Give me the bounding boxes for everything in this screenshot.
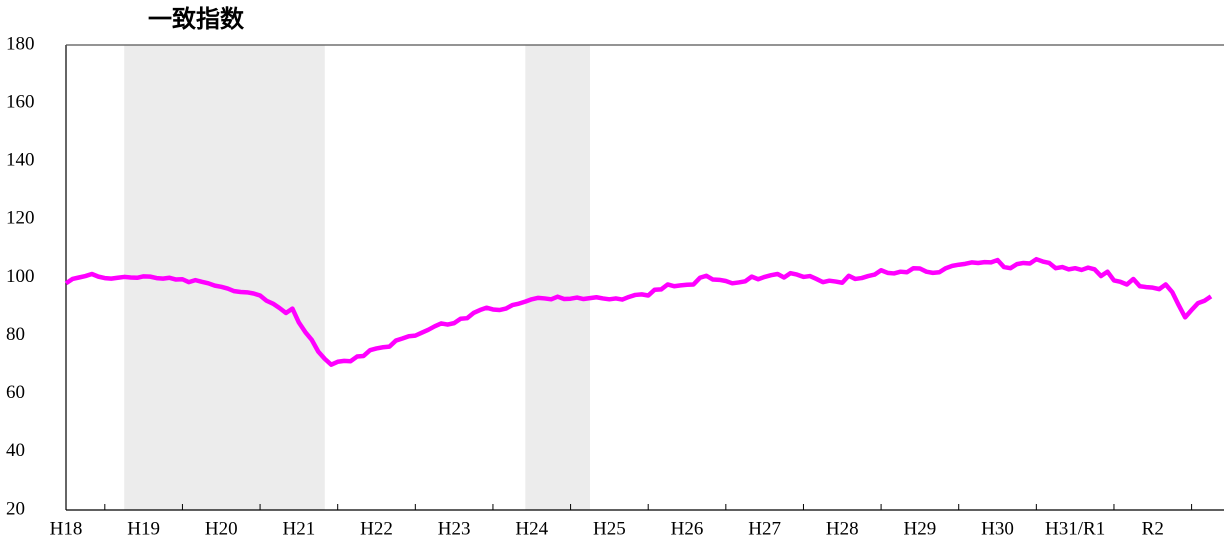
- x-tick-label: H21: [283, 518, 316, 539]
- x-tick-label: H30: [981, 518, 1014, 539]
- x-tick-label: H19: [127, 518, 160, 539]
- x-tick-label: H23: [438, 518, 471, 539]
- y-tick-label: 100: [6, 266, 35, 287]
- index-line: [64, 256, 1213, 367]
- x-tick-label: H27: [748, 518, 781, 539]
- x-tick-label: H31/R1: [1045, 518, 1105, 539]
- x-tick-label: H22: [360, 518, 393, 539]
- x-tick-label: H25: [593, 518, 626, 539]
- x-tick-label: H20: [205, 518, 238, 539]
- x-tick-label: R2: [1142, 518, 1164, 539]
- y-tick-label: 60: [6, 382, 25, 403]
- y-tick-label: 180: [6, 33, 35, 54]
- y-tick-label: 120: [6, 208, 35, 229]
- x-tick-label: H28: [826, 518, 859, 539]
- x-tick-label: H18: [50, 518, 83, 539]
- y-tick-label: 20: [6, 498, 25, 519]
- x-tick-label: H24: [515, 518, 548, 539]
- y-tick-label: 160: [6, 91, 35, 112]
- x-tick-label: H29: [904, 518, 937, 539]
- y-tick-label: 40: [6, 440, 25, 461]
- y-tick-label: 140: [6, 150, 35, 171]
- y-tick-label: 80: [6, 324, 25, 345]
- chart-title: 一致指数: [148, 5, 245, 33]
- recession-band: [525, 45, 590, 510]
- shading: [124, 45, 590, 510]
- x-tick-label: H26: [671, 518, 704, 539]
